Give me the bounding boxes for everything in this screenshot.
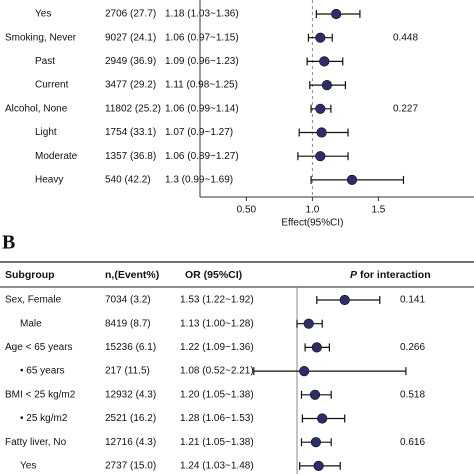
row-p: 0.448 [393,32,418,43]
x-tick-label: 1.5 [371,205,385,216]
row-p: 0.266 [400,342,425,353]
point-estimate [310,437,322,448]
row-p: 0.141 [400,295,425,306]
header-p: P [350,269,358,281]
row-label: Current [35,80,69,91]
row-label: • 25 kg/m2 [20,413,68,424]
row-p: 0.616 [400,437,425,448]
row-label: Alcohol, None [5,103,68,114]
row-label: • 65 years [20,366,65,377]
point-estimate [315,32,326,43]
row-n: 2521 (16.2) [105,413,156,424]
row-ci: 1.06 (0.97~1.15) [165,32,239,43]
header: Subgroup [5,269,55,281]
point-estimate [309,389,321,400]
point-estimate [299,366,310,377]
row-label: Heavy [35,175,63,186]
x-axis-label: Effect(95%CI) [281,218,343,229]
point-estimate [346,174,358,185]
x-tick-label: 1.0 [305,205,319,216]
row-label: BMI < 25 kg/m2 [5,389,76,400]
row-n: 540 (42.2) [105,175,151,186]
row-n: 2737 (15.0) [105,461,156,472]
point-estimate [315,103,326,114]
row-n: 1357 (36.8) [105,151,156,162]
row-n: 9027 (24.1) [105,32,156,43]
row-ci: 1.08 (0.52~2.21) [180,366,254,377]
panel-label: B [2,232,15,254]
row-ci: 1.07 (0.9~1.27) [165,127,233,138]
point-estimate [317,413,328,424]
row-n: 7034 (3.2) [105,295,151,306]
row-n: 15236 (6.1) [105,342,156,353]
row-ci: 1.3 (0.99~1.69) [165,175,233,186]
point-estimate [315,151,326,162]
row-n: 2706 (27.7) [105,9,156,20]
header: OR (95%CI) [185,269,242,281]
point-estimate [311,342,322,353]
row-label: Age < 65 years [5,342,73,353]
row-p: 0.227 [393,103,418,114]
row-n: 3477 (29.2) [105,80,156,91]
row-ci: 1.11 (0.98~1.25) [165,80,238,91]
point-estimate [316,127,327,138]
point-estimate [319,56,330,67]
row-n: 8419 (8.7) [105,318,151,329]
row-p: 0.518 [400,389,425,400]
row-label: Past [35,56,55,67]
x-tick-label: 0.50 [237,205,257,216]
row-ci: 1.18 (1.03~1.36) [165,9,239,20]
row-label: Smoking, Never [5,32,77,43]
row-ci: 1.28 (1.06~1.53) [180,413,254,424]
row-n: 12932 (4.3) [105,389,156,400]
row-label: Moderate [35,151,78,162]
point-estimate [313,460,324,472]
row-label: Yes [20,461,36,472]
row-n: 1754 (33.1) [105,127,156,138]
point-estimate [321,79,333,91]
row-label: Light [35,127,57,138]
row-n: 11802 (25.2) [105,103,161,114]
row-label: Yes [35,9,51,20]
point-estimate [303,318,314,329]
point-estimate [331,8,342,20]
header: n,(Event%) [105,269,159,281]
row-n: 2949 (36.9) [105,56,156,67]
row-ci: 1.53 (1.22~1.92) [180,295,254,306]
row-ci: 1.06 (0.99~1.14) [165,103,239,114]
row-ci: 1.09 (0.96~1.23) [165,56,239,67]
row-ci: 1.13 (1.00~1.28) [180,318,254,329]
point-estimate [339,294,350,306]
row-label: Sex, Female [5,295,62,306]
row-n: 217 (11.5) [105,366,150,377]
row-label: Male [20,318,42,329]
row-ci: 1.06 (0.89~1.27) [165,151,239,162]
row-n: 12716 (4.3) [105,437,156,448]
row-label: Fatty liver, No [5,437,67,448]
row-ci: 1.20 (1.05~1.38) [180,389,254,400]
header-rest: for interaction [360,269,431,281]
row-ci: 1.22 (1.09~1.36) [180,342,254,353]
row-ci: 1.21 (1.05~1.38) [180,437,254,448]
row-ci: 1.24 (1.03~1.48) [180,461,254,472]
